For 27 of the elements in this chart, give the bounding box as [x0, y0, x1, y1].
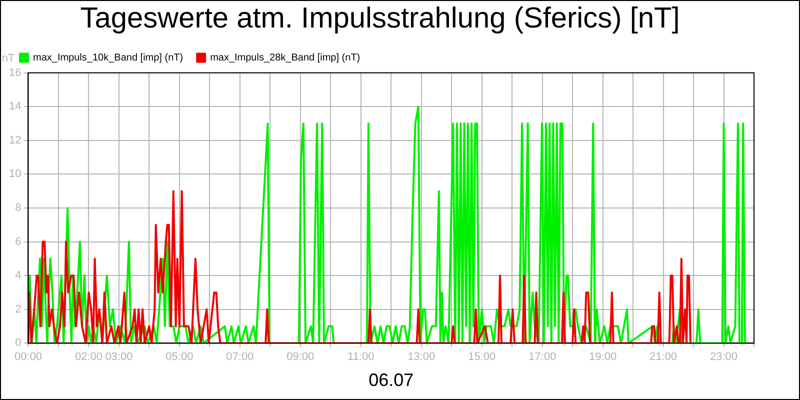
legend-label: max_Impuls_28k_Band [imp] (nT) [210, 52, 360, 64]
x-tick-label: 00:00 [14, 350, 42, 363]
x-tick-label: 13:00 [408, 350, 436, 363]
x-tick-label: 07:00 [226, 350, 254, 363]
y-tick-label: 6 [15, 236, 22, 248]
x-tick-label: 02:00 [74, 350, 102, 363]
y-tick-label: 16 [8, 66, 22, 79]
y-axis-title: nT [2, 52, 15, 64]
x-tick-label: 11:00 [348, 350, 374, 363]
x-tick-label: 15:00 [468, 350, 496, 363]
x-tick-label: 21:00 [650, 350, 678, 363]
x-tick-label: 09:00 [286, 350, 314, 363]
y-tick-label: 12 [8, 134, 22, 146]
x-tick-label: 05:00 [166, 350, 194, 363]
x-tick-label: 17:00 [528, 350, 556, 363]
legend-label: max_Impuls_10k_Band [imp] (nT) [33, 52, 184, 64]
y-tick-label: 14 [8, 100, 22, 113]
y-tick-label: 4 [15, 270, 22, 282]
y-tick-label: 10 [8, 168, 22, 180]
x-tick-label: 19:00 [589, 350, 617, 363]
x-tick-label: 03:00 [105, 350, 133, 363]
chart-title: Tageswerte atm. Impulsstrahlung (Sferics) [nT] [80, 2, 680, 34]
x-tick-label: 23:00 [710, 350, 738, 363]
y-tick-label: 8 [15, 202, 22, 214]
y-tick-label: 0 [15, 337, 22, 350]
y-tick-label: 2 [15, 303, 22, 316]
x-axis-title: 06.07 [368, 370, 414, 390]
